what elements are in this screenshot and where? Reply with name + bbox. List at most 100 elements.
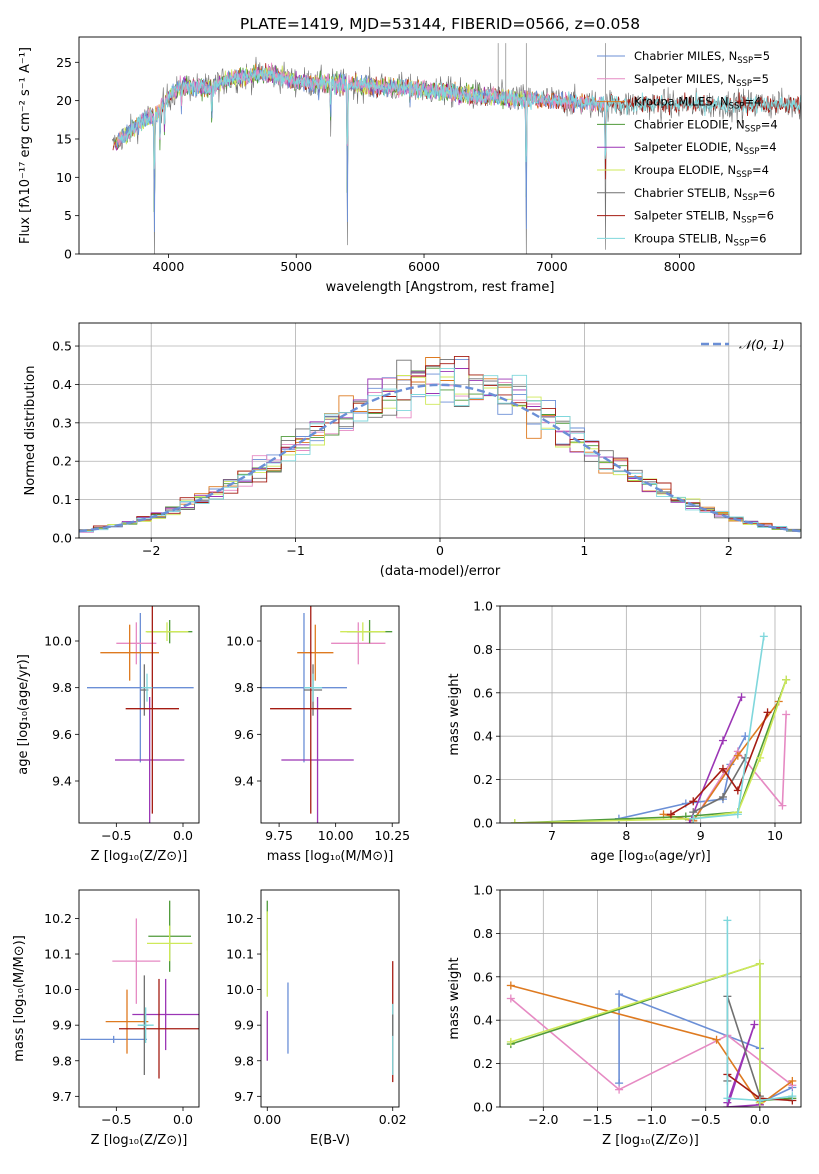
y-tick-label: 9.8 — [234, 680, 254, 695]
plot-area-weight_vs_Z — [506, 916, 797, 1107]
y-tick-label: 0.3 — [52, 415, 72, 430]
axes-frame — [260, 889, 400, 1108]
legend-label: Salpeter MILES, N — [634, 72, 736, 86]
y-tick-label: 0.6 — [473, 685, 493, 700]
panel-age_vs_mass: 9.75 10.00 10.25 9.4 9.6 9.8 10.0 mass [log₁₀(M… — [226, 605, 410, 864]
spectrum-series — [117, 62, 606, 169]
y-tick-label: 0.1 — [52, 492, 72, 507]
legend-subscript: SSP — [737, 56, 753, 66]
legend-subscript: SSP — [736, 170, 752, 180]
x-tick-label: 8 — [622, 828, 630, 843]
y-tick-label: 10 — [56, 170, 72, 185]
plot-area-mass_vs_ebv — [266, 900, 394, 1083]
x-axis-label: age [log₁₀(age/yr)] — [590, 849, 711, 864]
y-tick-label: 10.2 — [226, 911, 254, 926]
x-tick-label: −2 — [142, 543, 160, 558]
x-tick-label: 10.25 — [374, 828, 410, 843]
residual-histogram — [79, 367, 801, 538]
weight-series — [688, 696, 743, 823]
axes-frame — [78, 889, 200, 1108]
x-tick-label: 0.0 — [173, 828, 193, 843]
x-axis-label: wavelength [Angstrom, rest frame] — [326, 280, 555, 295]
legend-entry: Salpeter ELODIE, NSSP=4 — [634, 140, 777, 157]
weight-series — [663, 701, 780, 822]
legend-subscript: SSP — [736, 79, 752, 89]
y-tick-label: 10.0 — [44, 634, 72, 649]
weight-series — [692, 714, 787, 822]
legend-value: =4 — [761, 117, 778, 131]
legend-subscript: SSP — [745, 124, 761, 134]
weight-series — [726, 920, 793, 1102]
y-axis-label: age [log₁₀(age/yr)] — [16, 654, 31, 775]
x-tick-label: −0.5 — [101, 1112, 131, 1127]
legend-label: Kroupa STELIB, N — [634, 231, 734, 245]
legend-value: =5 — [753, 49, 770, 63]
y-tick-label: 0.8 — [473, 926, 493, 941]
y-tick-label: 9.6 — [234, 727, 254, 742]
x-tick-label: 0 — [436, 543, 444, 558]
legend-subscript: SSP — [742, 193, 758, 203]
y-tick-label: 9.9 — [234, 1018, 254, 1033]
plot-area-age_vs_Z — [87, 606, 194, 823]
y-tick-label: 0.5 — [52, 339, 72, 354]
normal-reference-curve — [79, 383, 801, 533]
plot-area-age_vs_mass — [261, 606, 393, 823]
y-axis-label: mass [log₁₀(M/M⊙)] — [12, 935, 27, 1062]
y-axis-label: Flux [fλ10⁻¹⁷ erg cm⁻² s⁻¹ A⁻¹] — [18, 47, 33, 244]
x-tick-label: 8000 — [664, 259, 696, 274]
y-tick-label: 9.4 — [52, 774, 72, 789]
legend-label: Chabrier MILES, N — [634, 49, 737, 63]
legend-label: Salpeter STELIB, N — [634, 209, 741, 223]
legend-subscript: SSP — [741, 216, 757, 226]
y-tick-label: 0.2 — [473, 1056, 493, 1071]
legend-entry: Chabrier ELODIE, NSSP=4 — [634, 117, 778, 134]
y-tick-label: 0.6 — [473, 969, 493, 984]
x-axis-label: (data-model)/error — [380, 564, 501, 579]
x-tick-label: 0.00 — [253, 1112, 281, 1127]
legend-subscript: SSP — [734, 238, 750, 248]
x-tick-label: 6000 — [408, 259, 440, 274]
y-tick-label: 0.4 — [473, 1013, 493, 1028]
weight-series — [726, 1024, 760, 1107]
y-tick-label: 0.4 — [473, 729, 493, 744]
spectrum-series — [118, 65, 801, 170]
panel-age_vs_Z: −0.5 0.0 9.4 9.6 9.8 10.0 Z [log₁₀(Z/Z⊙)] age [… — [16, 605, 200, 864]
x-tick-label: 0.02 — [379, 1112, 407, 1127]
legend-value: =6 — [757, 209, 774, 223]
legend-label: Chabrier STELIB, N — [634, 186, 742, 200]
weight-series — [618, 735, 747, 820]
y-tick-label: 9.6 — [52, 727, 72, 742]
y-tick-label: 5 — [64, 208, 72, 223]
y-tick-label: 9.8 — [234, 1053, 254, 1068]
y-tick-label: 0 — [64, 247, 72, 262]
panel-weight_vs_age: 7 8 9 10 0.0 0.2 0.4 0.6 0.8 1.0 age [log₁₀(age/yr… — [447, 599, 802, 864]
weight-series — [514, 679, 787, 823]
figure-title: PLATE=1419, MJD=53144, FIBERID=0566, z=0… — [240, 15, 640, 33]
panel-mass_vs_Z: −0.5 0.0 9.7 9.8 9.9 10.0 10.1 10.2 Z [log₁₀(Z/Z… — [12, 889, 200, 1148]
x-tick-label: 9.75 — [265, 828, 293, 843]
x-axis-label: Z [log₁₀(Z/Z⊙)] — [91, 849, 188, 864]
legend-subscript: SSP — [744, 147, 760, 157]
legend-value: =4 — [760, 140, 777, 154]
legend-value: =4 — [744, 95, 761, 109]
x-tick-label: 7000 — [536, 259, 568, 274]
panel-mass_vs_ebv: 0.00 0.02 9.7 9.8 9.9 10.0 10.1 10.2 E(B-V) — [226, 889, 407, 1148]
legend-label: Chabrier ELODIE, N — [634, 117, 745, 131]
plot-area-mass_vs_Z — [80, 900, 199, 1079]
x-tick-label: −1 — [286, 543, 304, 558]
x-tick-label: 0.0 — [173, 1112, 193, 1127]
legend-entry: Kroupa MILES, NSSP=4 — [634, 95, 761, 112]
x-tick-label: −0.5 — [101, 828, 131, 843]
x-axis-label: mass [log₁₀(M/M⊙)] — [267, 849, 394, 864]
y-tick-label: 0.0 — [473, 1100, 493, 1115]
y-tick-label: 0.2 — [52, 454, 72, 469]
y-axis-label: Normed distribution — [23, 366, 38, 496]
y-tick-label: 10.0 — [44, 982, 72, 997]
legend-value: =6 — [758, 186, 775, 200]
y-tick-label: 10.1 — [44, 947, 72, 962]
y-tick-label: 10.2 — [44, 911, 72, 926]
x-tick-label: −0.5 — [691, 1112, 721, 1127]
legend-label: Kroupa MILES, N — [634, 95, 729, 109]
